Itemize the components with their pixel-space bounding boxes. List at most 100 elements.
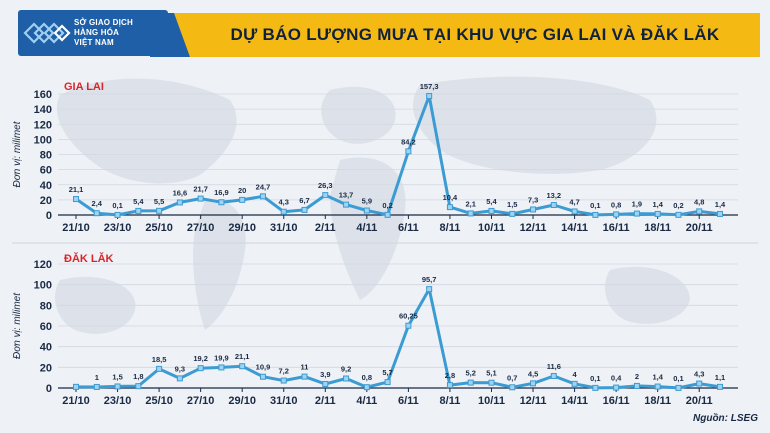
y-tick-label: 100 (34, 134, 52, 146)
data-point (280, 208, 287, 215)
data-label: 6,7 (299, 196, 309, 205)
data-label: 10,9 (256, 363, 271, 372)
y-tick-label: 80 (40, 300, 52, 312)
x-tick-label: 23/10 (104, 222, 132, 234)
x-tick-label: 25/10 (145, 395, 173, 407)
x-tick-label: 2/11 (315, 222, 336, 234)
data-point (696, 380, 703, 387)
data-label: 0,7 (507, 373, 517, 382)
x-tick-label: 10/11 (478, 395, 505, 407)
y-tick-label: 60 (40, 321, 52, 333)
x-tick-label: 20/11 (686, 222, 713, 234)
data-point (509, 210, 516, 217)
data-point (343, 201, 350, 208)
y-axis-label: Đơn vị: milimet (12, 292, 23, 359)
x-tick-label: 20/11 (686, 395, 713, 407)
data-point (530, 380, 537, 387)
x-tick-label: 14/11 (561, 395, 588, 407)
y-tick-label: 80 (40, 150, 52, 162)
data-point (218, 199, 225, 206)
data-label: 5,5 (154, 197, 164, 206)
data-label: 5,2 (465, 369, 475, 378)
data-label: 0,1 (673, 374, 683, 383)
data-label: 2,8 (445, 371, 455, 380)
x-tick-label: 25/10 (145, 222, 173, 234)
data-label: 0,8 (611, 200, 621, 209)
data-point (114, 383, 121, 390)
y-tick-label: 60 (40, 165, 52, 177)
data-point (197, 365, 204, 372)
data-point (322, 380, 329, 387)
data-point (197, 195, 204, 202)
logo-text: SỞ GIAO DỊCH HÀNG HÓA VIỆT NAM (74, 18, 166, 48)
data-label: 7,3 (528, 195, 538, 204)
data-point (363, 384, 370, 391)
data-label: 1,5 (507, 200, 517, 209)
data-point (467, 379, 474, 386)
data-point (301, 206, 308, 213)
data-label: 13,2 (547, 191, 562, 200)
data-label: 1,4 (652, 200, 663, 209)
y-tick-label: 40 (40, 342, 52, 354)
data-point (446, 382, 453, 389)
data-point (239, 196, 246, 203)
series-line (75, 287, 721, 390)
data-label: 19,2 (193, 354, 208, 363)
data-label: 1,4 (652, 373, 663, 382)
data-point (633, 210, 640, 217)
x-tick-label: 18/11 (644, 395, 671, 407)
data-point (509, 384, 516, 391)
data-point (717, 210, 723, 217)
data-label: 4,3 (279, 198, 289, 207)
x-tick-label: 23/10 (104, 395, 132, 407)
y-tick-label: 20 (40, 195, 52, 207)
x-tick-label: 6/11 (398, 222, 419, 234)
data-point (571, 208, 578, 215)
data-label: 2,4 (92, 199, 103, 208)
data-point (550, 202, 557, 209)
data-label: 0,2 (382, 201, 392, 210)
data-label: 5,1 (486, 369, 496, 378)
data-label: 4,8 (694, 197, 704, 206)
x-tick-label: 29/10 (228, 222, 256, 234)
data-point (114, 211, 121, 218)
data-label: 0,1 (590, 374, 600, 383)
data-label: 11 (301, 363, 309, 372)
data-label: 5,7 (382, 368, 392, 377)
data-point (322, 192, 329, 199)
data-point (384, 379, 391, 386)
x-tick-label: 4/11 (356, 395, 377, 407)
data-point (405, 322, 412, 329)
data-label: 84,2 (401, 137, 416, 146)
data-point (93, 383, 100, 390)
data-label: 2 (635, 372, 639, 381)
y-tick-label: 40 (40, 180, 52, 192)
series-line (75, 94, 721, 217)
data-point (426, 286, 433, 293)
data-label: 4 (572, 370, 577, 379)
data-label: 2,1 (465, 199, 475, 208)
chart-title: GIA LAI (64, 81, 104, 93)
data-label: 16,9 (214, 188, 229, 197)
header: SỞ GIAO DỊCH HÀNG HÓA VIỆT NAM DỰ BÁO LƯ… (0, 0, 770, 70)
y-tick-label: 0 (46, 210, 52, 222)
data-point (218, 364, 225, 371)
x-tick-label: 16/11 (603, 395, 630, 407)
data-point (156, 365, 163, 372)
data-point (259, 373, 266, 380)
data-label: 21,1 (235, 352, 250, 361)
data-label: 5,4 (133, 197, 144, 206)
data-label: 95,7 (422, 275, 437, 284)
logo-line-3: VIỆT NAM (74, 38, 114, 47)
x-tick-label: 31/10 (270, 395, 298, 407)
data-point (446, 204, 453, 211)
data-point (239, 363, 246, 370)
data-point (73, 383, 79, 390)
data-label: 9,2 (341, 364, 351, 373)
data-point (176, 199, 183, 206)
x-tick-label: 31/10 (270, 222, 298, 234)
data-point (488, 379, 495, 386)
data-point (426, 93, 433, 100)
